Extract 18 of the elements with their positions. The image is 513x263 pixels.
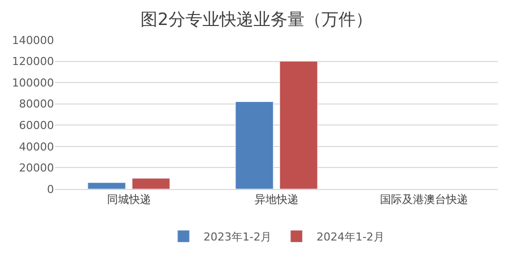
x-tick-label: 国际及港澳台快递 xyxy=(380,193,468,206)
y-tick-label: 120000 xyxy=(12,55,54,68)
legend-label: 2023年1-2月 xyxy=(204,230,272,244)
y-tick-label: 80000 xyxy=(19,98,54,111)
legend-label: 2024年1-2月 xyxy=(316,230,384,244)
x-tick-label: 同城快递 xyxy=(106,193,151,206)
y-tick-label: 20000 xyxy=(19,162,54,175)
y-tick-label: 140000 xyxy=(12,34,54,47)
bar xyxy=(88,182,126,189)
y-tick-label: 0 xyxy=(47,182,54,196)
y-tick-label: 60000 xyxy=(19,118,54,132)
x-tick-label: 异地快递 xyxy=(254,193,298,206)
bar xyxy=(235,101,274,189)
bar xyxy=(132,178,170,189)
bar xyxy=(280,61,318,189)
y-tick-label: 100000 xyxy=(12,76,54,90)
y-tick-label: 40000 xyxy=(19,140,54,154)
chart-title: 图2分专业快递业务量（万件） xyxy=(140,10,372,30)
